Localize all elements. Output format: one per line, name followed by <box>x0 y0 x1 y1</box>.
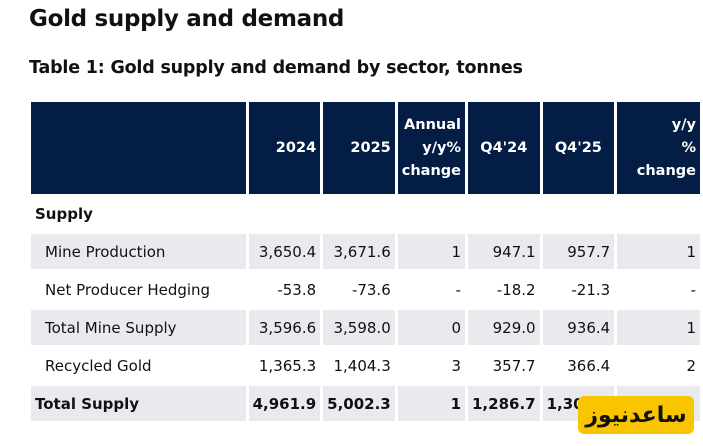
supply-demand-table: 2024 2025 Annual y/y% change Q4'24 Q4'25… <box>28 99 703 424</box>
section-row: Supply <box>31 197 700 231</box>
table-row: Recycled Gold 1,365.3 1,404.3 3 357.7 36… <box>31 348 700 383</box>
cell-q424: 1,286.7 <box>468 386 540 421</box>
cell-annual: 0 <box>397 310 465 345</box>
cell-q424: -18.2 <box>496 280 536 299</box>
cell-annual: - <box>455 280 461 299</box>
header-annual-change: Annual y/y% change <box>397 102 465 194</box>
cell-q425: -21.3 <box>571 280 611 299</box>
cell-yy: - <box>690 280 696 299</box>
cell-2024: 3,650.4 <box>248 234 321 269</box>
cell-q425: 366.4 <box>567 356 611 375</box>
header-line: % change <box>636 139 696 179</box>
table-header-row: 2024 2025 Annual y/y% change Q4'24 Q4'25… <box>31 102 700 194</box>
section-label: Supply <box>31 197 700 231</box>
cell-2025: -73.6 <box>351 280 391 299</box>
row-label: Total Supply <box>31 386 246 421</box>
header-line: change <box>401 162 461 179</box>
header-line: Annual <box>404 116 461 133</box>
cell-q425: 957.7 <box>542 234 615 269</box>
row-label: Total Mine Supply <box>31 310 246 345</box>
header-2025: 2025 <box>323 102 395 194</box>
cell-yy: 2 <box>686 356 696 375</box>
cell-2025: 5,002.3 <box>323 386 395 421</box>
cell-2024: 1,365.3 <box>258 356 317 375</box>
cell-q424: 947.1 <box>468 234 540 269</box>
row-label: Mine Production <box>31 234 246 269</box>
cell-annual: 3 <box>451 356 461 375</box>
row-label: Net Producer Hedging <box>45 280 211 299</box>
header-label <box>31 102 246 194</box>
header-yy-change: y/y % change <box>617 102 700 194</box>
table-row: Net Producer Hedging -53.8 -73.6 - -18.2… <box>31 272 700 307</box>
cell-annual: 1 <box>397 386 465 421</box>
row-label: Recycled Gold <box>45 356 152 375</box>
header-2024: 2024 <box>248 102 321 194</box>
cell-2024: 3,596.6 <box>248 310 321 345</box>
cell-q424: 357.7 <box>492 356 536 375</box>
table-row: Total Mine Supply 3,596.6 3,598.0 0 929.… <box>31 310 700 345</box>
header-line: y/y% <box>422 139 461 156</box>
header-line: y/y <box>671 116 696 133</box>
header-q424: Q4'24 <box>468 102 540 194</box>
cell-annual: 1 <box>397 234 465 269</box>
cell-2025: 3,598.0 <box>323 310 395 345</box>
cell-yy: 1 <box>617 234 700 269</box>
cell-2024: -53.8 <box>277 280 317 299</box>
cell-2024: 4,961.9 <box>248 386 321 421</box>
header-q425: Q4'25 <box>542 102 615 194</box>
cell-yy: 1 <box>617 310 700 345</box>
table-title: Table 1: Gold supply and demand by secto… <box>29 58 523 78</box>
table-row: Mine Production 3,650.4 3,671.6 1 947.1 … <box>31 234 700 269</box>
page-title: Gold supply and demand <box>29 6 345 32</box>
watermark-logo: ساعدنیوز <box>578 396 694 434</box>
cell-2025: 3,671.6 <box>323 234 395 269</box>
cell-q424: 929.0 <box>468 310 540 345</box>
cell-2025: 1,404.3 <box>333 356 391 375</box>
cell-q425: 936.4 <box>542 310 615 345</box>
